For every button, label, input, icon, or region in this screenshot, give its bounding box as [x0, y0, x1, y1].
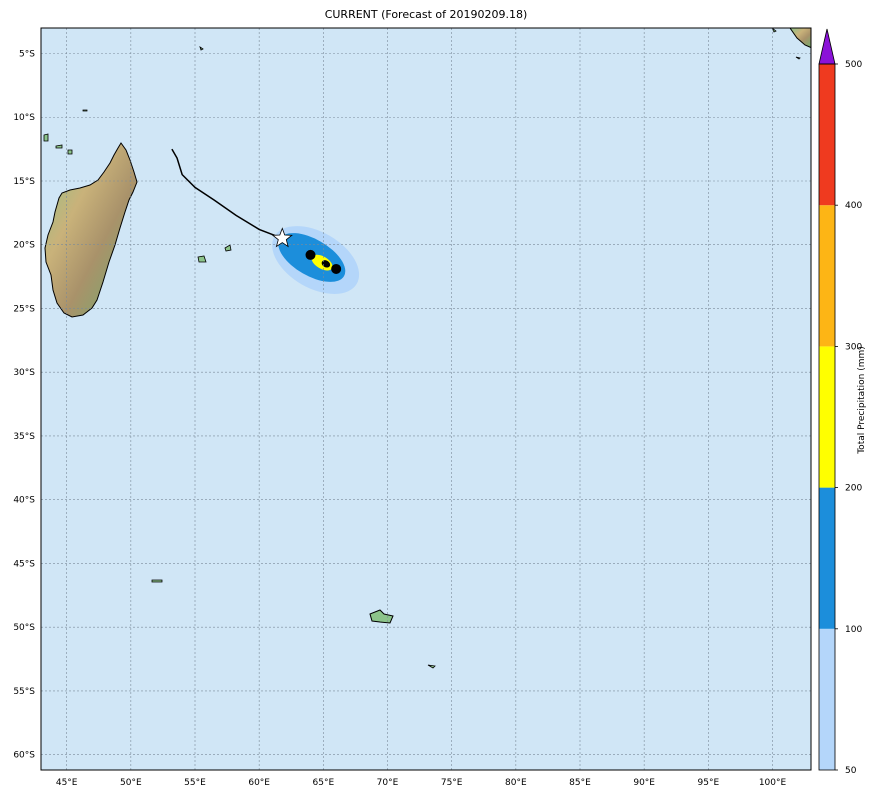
lon-tick-label: 75°E [441, 778, 463, 788]
precip-band-300-400 [321, 260, 331, 268]
sumatra-landmass [789, 28, 811, 49]
island [427, 664, 436, 669]
forecast-point [305, 249, 316, 260]
island [771, 28, 777, 33]
island [67, 149, 73, 155]
island [55, 144, 63, 149]
lat-tick-label: 40°S [13, 496, 35, 506]
lat-tick-label: 35°S [13, 432, 35, 442]
lat-tick-label: 15°S [13, 177, 35, 187]
colorbar-tick-labels: 50 100 200 300 400 500 [835, 60, 862, 776]
colorbar-tick-label: 400 [845, 201, 862, 211]
forecast-point [331, 263, 342, 274]
colorbar-title: Total Precipitation (mm) [857, 346, 867, 454]
island-kerguelen [369, 609, 394, 624]
graticule [41, 28, 811, 770]
map-frame [40, 27, 812, 771]
colorbar-segment [819, 628, 835, 770]
lon-tick-label: 90°E [633, 778, 655, 788]
lon-tick-label: 100°E [759, 778, 787, 788]
madagascar-landmass [44, 142, 138, 318]
lat-tick-label: 5°S [19, 49, 35, 59]
lat-tick-label: 60°S [13, 751, 35, 761]
colorbar-segment [819, 346, 835, 488]
colorbar-tick-label: 100 [845, 625, 862, 635]
lon-tick-label: 70°E [377, 778, 399, 788]
latitude-labels: 5°S 10°S 15°S 20°S 25°S 30°S 35°S 40°S 45°S 50°S 5… [13, 49, 35, 760]
lat-tick-label: 20°S [13, 241, 35, 251]
forecast-points [305, 249, 342, 274]
lat-tick-label: 10°S [13, 113, 35, 123]
longitude-labels: 45°E 50°E 55°E 60°E 65°E 70°E 75°E 80°E 85°E 90°E… [56, 778, 787, 788]
colorbar-segment [819, 205, 835, 347]
lat-tick-label: 30°S [13, 368, 35, 378]
lon-tick-label: 50°E [120, 778, 142, 788]
lon-tick-label: 45°E [56, 778, 78, 788]
island [82, 109, 88, 112]
colorbar-tick-label: 500 [845, 60, 862, 70]
lon-tick-label: 95°E [698, 778, 720, 788]
colorbar-tick-label: 200 [845, 484, 862, 494]
colorbar-tick-label: 50 [845, 766, 857, 776]
colorbar-extend-arrow [818, 28, 836, 65]
lon-tick-label: 65°E [313, 778, 335, 788]
lon-tick-label: 85°E [569, 778, 591, 788]
lon-tick-label: 55°E [184, 778, 206, 788]
storm-position-star [271, 227, 293, 248]
island [151, 579, 163, 583]
colorbar-segment [819, 487, 835, 629]
colorbar-tick-label: 300 [845, 342, 862, 352]
storm-track-line [171, 148, 283, 240]
island [199, 46, 204, 51]
lat-tick-label: 25°S [13, 304, 35, 314]
island [795, 56, 801, 60]
ocean-background [41, 28, 811, 770]
island-reunion [197, 255, 207, 263]
map-title: CURRENT (Forecast of 20190209.18) [324, 8, 528, 21]
lat-tick-label: 55°S [13, 687, 35, 697]
island-mauritius [224, 244, 232, 252]
colorbar-frame [818, 63, 836, 771]
lat-tick-label: 45°S [13, 559, 35, 569]
colorbar-segment [819, 64, 835, 206]
island [43, 133, 49, 142]
colorbar [818, 28, 836, 771]
lon-tick-label: 60°E [248, 778, 270, 788]
lat-tick-label: 50°S [13, 623, 35, 633]
lon-tick-label: 80°E [505, 778, 527, 788]
